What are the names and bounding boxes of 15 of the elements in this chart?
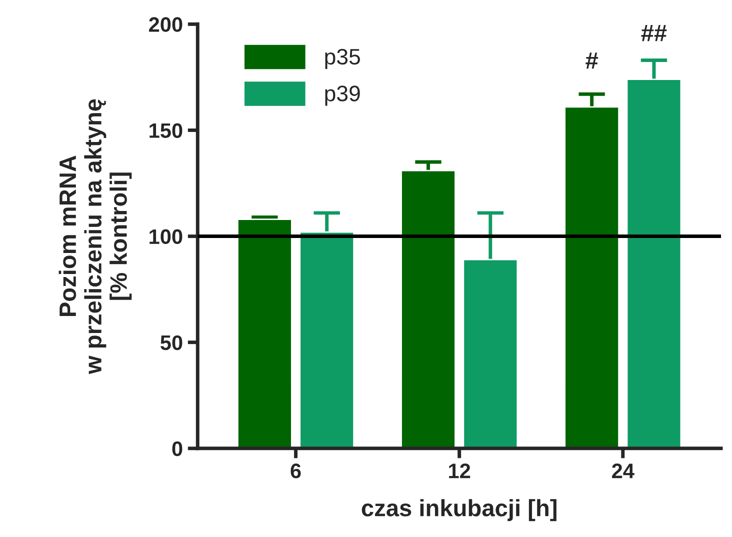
y-tick-label: 50	[160, 335, 182, 350]
bar	[237, 218, 292, 448]
y-tick-label: 100	[150, 229, 182, 244]
y-tick-label: 150	[150, 123, 182, 138]
x-tick-label: 6	[290, 464, 301, 478]
annotation: ##	[641, 25, 667, 42]
legend-label: p35	[325, 48, 360, 69]
y-axis-title: Poziom mRNA w przeliczeniu na aktynę [% kontroli]	[58, 99, 132, 374]
x-tick-label: 12	[449, 464, 470, 478]
x-axis-title: czas inkubacji [h]	[362, 499, 556, 522]
legend-label: p39	[325, 86, 360, 106]
x-tick-label: 24	[612, 464, 634, 478]
y-tick-label: 200	[149, 17, 182, 32]
annotation: #	[586, 52, 598, 69]
y-tick-label: 0	[172, 441, 182, 456]
